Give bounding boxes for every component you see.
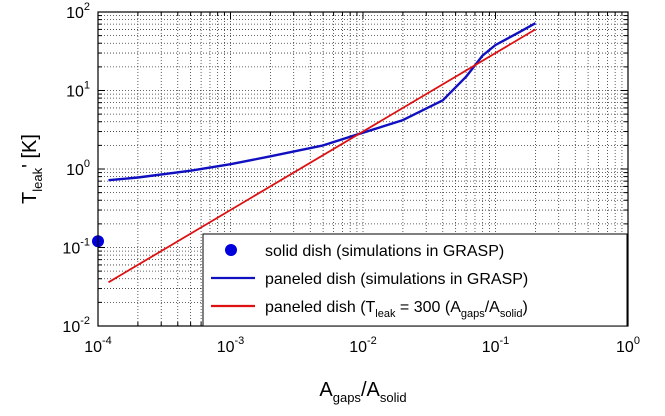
x-tick-label: 10-2 [349, 335, 377, 356]
legend-label-paneled-sim: paneled dish (simulations in GRASP) [265, 271, 528, 288]
y-tick-label: 102 [66, 1, 90, 22]
series-line-2 [108, 28, 536, 284]
y-tick-label-exp: -2 [80, 315, 90, 327]
y-tick-label-exp: 1 [84, 80, 90, 92]
x-tick-label-exp: -1 [500, 335, 510, 347]
y-tick-label: 101 [66, 80, 90, 101]
y-tick-label-base: 10 [62, 241, 80, 258]
legend-marker-solid-dish [225, 244, 237, 256]
x-axis-title-mid: /A [361, 379, 381, 401]
x-tick-label: 10-4 [84, 335, 112, 356]
legend-fit-part3: /A [485, 299, 500, 316]
legend-fit-sub3: solid [500, 308, 523, 320]
x-tick-label-base: 10 [217, 339, 235, 356]
y-tick-label: 100 [66, 158, 90, 179]
x-tick-label-exp: -2 [367, 335, 377, 347]
series-layer [92, 22, 536, 284]
x-tick-label-base: 10 [84, 339, 102, 356]
x-axis-title-sub1: gaps [333, 390, 362, 405]
legend-fit-part1: paneled dish (T [265, 299, 376, 316]
x-axis-title-sub2: solid [380, 390, 407, 405]
x-tick-label-exp: -3 [235, 335, 245, 347]
legend-label-solid-dish: solid dish (simulations in GRASP) [265, 243, 504, 260]
y-tick-label-base: 10 [62, 319, 80, 336]
y-tick-label: 10-1 [62, 237, 90, 258]
y-tick-label-exp: -1 [80, 237, 90, 249]
legend-label-paneled-fit: paneled dish (Tleak = 300 (Agaps/Asolid) [265, 299, 528, 320]
x-tick-label: 10-1 [482, 335, 510, 356]
series-line-1 [108, 22, 536, 182]
legend-fit-part4: ) [522, 299, 527, 316]
legend: solid dish (simulations in GRASP) panele… [202, 233, 628, 327]
y-tick-label-exp: 2 [84, 1, 90, 13]
x-axis-title-main: A [319, 379, 333, 401]
legend-fit-part2: = 300 (A [395, 299, 461, 316]
y-axis-title-sub: leak [30, 167, 45, 191]
y-tick-label-base: 10 [66, 84, 84, 101]
y-tick-label-exp: 0 [84, 158, 90, 170]
legend-fit-sub2: gaps [461, 308, 485, 320]
x-tick-label-base: 10 [482, 339, 500, 356]
legend-box [202, 233, 628, 327]
x-axis-title: Agaps/Asolid [319, 379, 406, 405]
y-axis-title: Tleak' [K] [19, 134, 45, 204]
x-tick-label-exp: -4 [102, 335, 112, 347]
y-tick-label: 10-2 [62, 315, 90, 336]
y-axis-title-main: T [19, 192, 41, 204]
x-tick-label-base: 10 [616, 339, 634, 356]
legend-fit-sub1: leak [375, 308, 396, 320]
y-tick-label-base: 10 [66, 162, 84, 179]
x-tick-label-exp: 0 [634, 335, 640, 347]
x-tick-label: 10-3 [217, 335, 245, 356]
x-tick-label: 100 [616, 335, 640, 356]
y-axis-title-tail: ' [K] [19, 134, 41, 168]
x-tick-label-base: 10 [349, 339, 367, 356]
y-tick-label-base: 10 [66, 5, 84, 22]
